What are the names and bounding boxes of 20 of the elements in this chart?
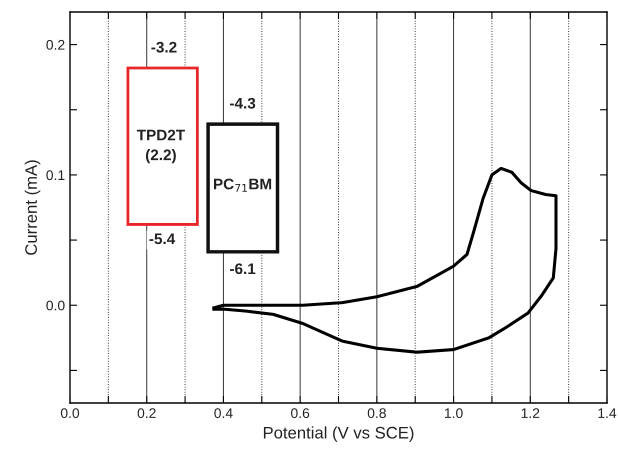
x-tick-label: 1.0	[444, 408, 463, 418]
annotation: -6.1	[230, 263, 256, 274]
annotation: -3.2	[151, 42, 177, 53]
y-tick-label: 0.1	[46, 170, 64, 180]
y-axis-title: Current (mA)	[24, 160, 40, 255]
x-tick-label: 0.6	[291, 408, 310, 418]
annotation: TPD2T (2.2)	[136, 130, 185, 164]
y-tick-label: 0.2	[46, 40, 64, 50]
x-tick-label: 0.8	[368, 408, 386, 418]
x-tick-label: 0.4	[214, 408, 233, 418]
y-tick-label: 0.0	[46, 300, 65, 310]
annotation: PC$_{71}$BM	[214, 178, 272, 192]
line-series	[212, 166, 558, 354]
x-axis-title: Potential (V vs SCE)	[264, 426, 414, 442]
x-tick-label: 1.4	[598, 408, 616, 418]
x-tick-label: 1.2	[522, 408, 540, 418]
x-tick-label: 0.0	[60, 408, 80, 418]
annotation: -4.3	[230, 98, 256, 109]
x-tick-label: 0.2	[138, 408, 156, 418]
annotation: -5.4	[149, 234, 176, 244]
